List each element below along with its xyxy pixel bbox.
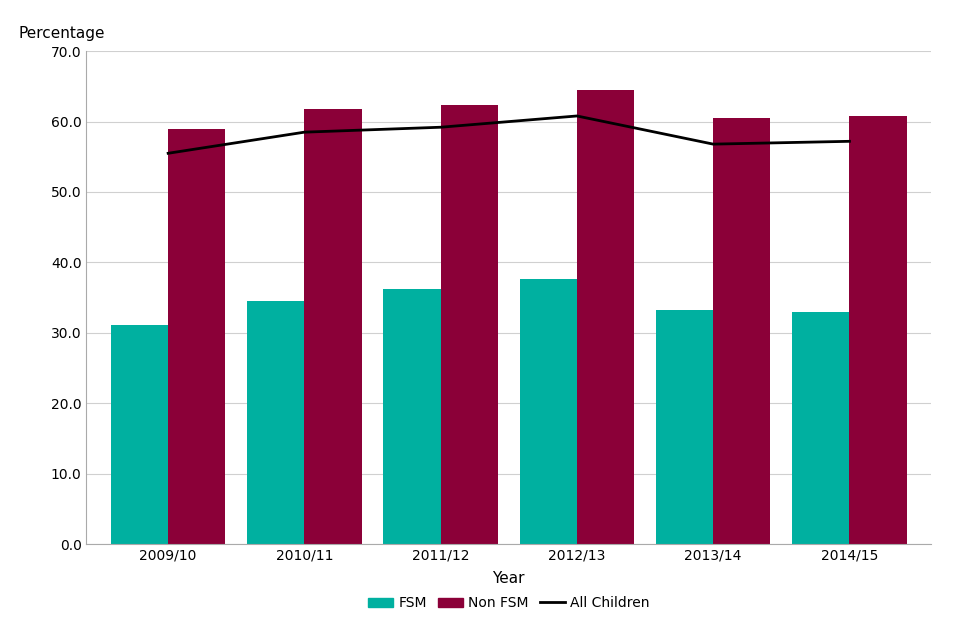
Bar	[168, 129, 226, 544]
Bar	[441, 105, 498, 544]
Bar	[792, 312, 850, 544]
Bar	[111, 325, 168, 544]
Bar	[383, 289, 441, 544]
Bar	[577, 90, 635, 544]
Legend: FSM, Non FSM, All Children: FSM, Non FSM, All Children	[362, 591, 656, 616]
Bar	[656, 310, 713, 544]
Text: Percentage: Percentage	[19, 26, 106, 42]
Bar	[304, 109, 362, 544]
Bar	[247, 301, 304, 544]
Bar	[713, 118, 771, 544]
Bar	[519, 278, 577, 544]
X-axis label: Year: Year	[492, 571, 525, 586]
Bar	[850, 116, 906, 544]
